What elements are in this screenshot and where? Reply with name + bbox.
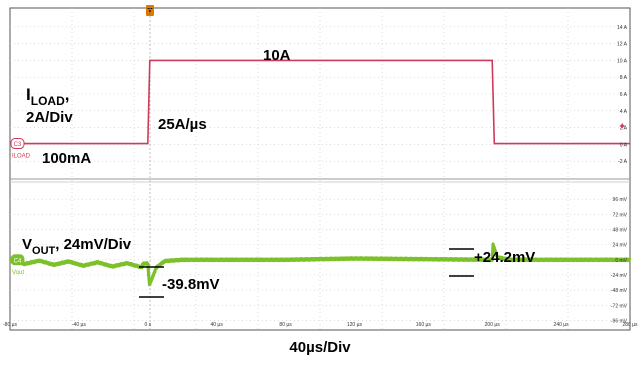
vout-axis-tick-label: -48 mV [611, 288, 628, 294]
iload-axis-tick-label: 10 A [617, 58, 628, 64]
time-axis-tick-label: 120 µs [347, 322, 363, 328]
vout-channel-name: Vout [12, 270, 24, 276]
time-axis-tick-label: 80 µs [279, 322, 292, 328]
trigger-marker-letter: T [148, 7, 153, 16]
vout-axis-tick-label: -72 mV [611, 303, 628, 309]
iload-trace [10, 59, 630, 145]
vout-axis-tick-label: 72 mV [613, 212, 628, 218]
iload-axis-tick-label: 12 A [617, 42, 628, 48]
vout-axis-tick-label: 96 mV [613, 197, 628, 203]
iload-channel-name: ILOAD [12, 154, 31, 160]
time-axis-tick-label: -40 µs [72, 322, 86, 328]
overshoot-label: +24.2mV [474, 249, 535, 266]
iload-channel-badge [10, 138, 25, 150]
iload-channel-badge-text: C3 [14, 142, 22, 148]
vout-axis-tick-label: 48 mV [613, 227, 628, 233]
undershoot-label: -39.8mV [162, 276, 220, 293]
iload-axis-tick-label: -2 A [618, 159, 628, 165]
time-axis-tick-label: 160 µs [416, 322, 432, 328]
vout-trace [8, 242, 632, 287]
iload-label-subscript: LOAD [31, 94, 65, 108]
time-per-division-caption: 40µs/Div [289, 339, 351, 356]
vout-label: VOUT, 24mV/Div [22, 236, 132, 257]
slew-rate-label: 25A/µs [158, 116, 207, 133]
time-axis-tick-label: 200 µs [485, 322, 501, 328]
iload-axis-tick-label: 0 A [620, 142, 628, 148]
time-axis-tick-label: 0 s [144, 322, 151, 328]
vout-axis-tick-label: 0 mV [615, 258, 627, 264]
iload-scale-label: 2A/Div [26, 109, 73, 126]
vout-channel-badge-text: C4 [14, 258, 22, 264]
vout-channel-badge [10, 254, 25, 266]
vout-label-subscript: OUT [32, 245, 56, 257]
vout-label-tail: , 24mV/Div [55, 236, 132, 253]
iload-label-main: I [26, 85, 31, 104]
iload-axis-tick-label: 8 A [620, 75, 628, 81]
iload-label-tail: , [65, 85, 70, 104]
iload-axis-tick-label: 6 A [620, 92, 628, 98]
iload-axis-tick-label: 2 A [620, 126, 628, 132]
iload-axis-tick-label: 14 A [617, 25, 628, 31]
iload-axis-tick-label: 4 A [620, 109, 628, 115]
iload-label: ILOAD, [26, 85, 69, 108]
time-axis-tick-label: -80 µs [3, 322, 17, 328]
vout-axis-tick-label: -24 mV [611, 273, 628, 279]
vout-label-main: V [22, 236, 32, 253]
low-level-label: 100mA [42, 150, 91, 167]
time-axis-tick-label: 280 µs [622, 322, 638, 328]
vout-axis-tick-label: -96 mV [611, 318, 628, 324]
time-axis-tick-label: 240 µs [554, 322, 570, 328]
time-axis-tick-label: 40 µs [210, 322, 223, 328]
iload-offset-marker: ✦ [618, 122, 626, 133]
vout-axis-tick-label: 24 mV [613, 243, 628, 249]
trigger-marker [146, 5, 154, 16]
high-level-label: 10A [263, 47, 291, 64]
